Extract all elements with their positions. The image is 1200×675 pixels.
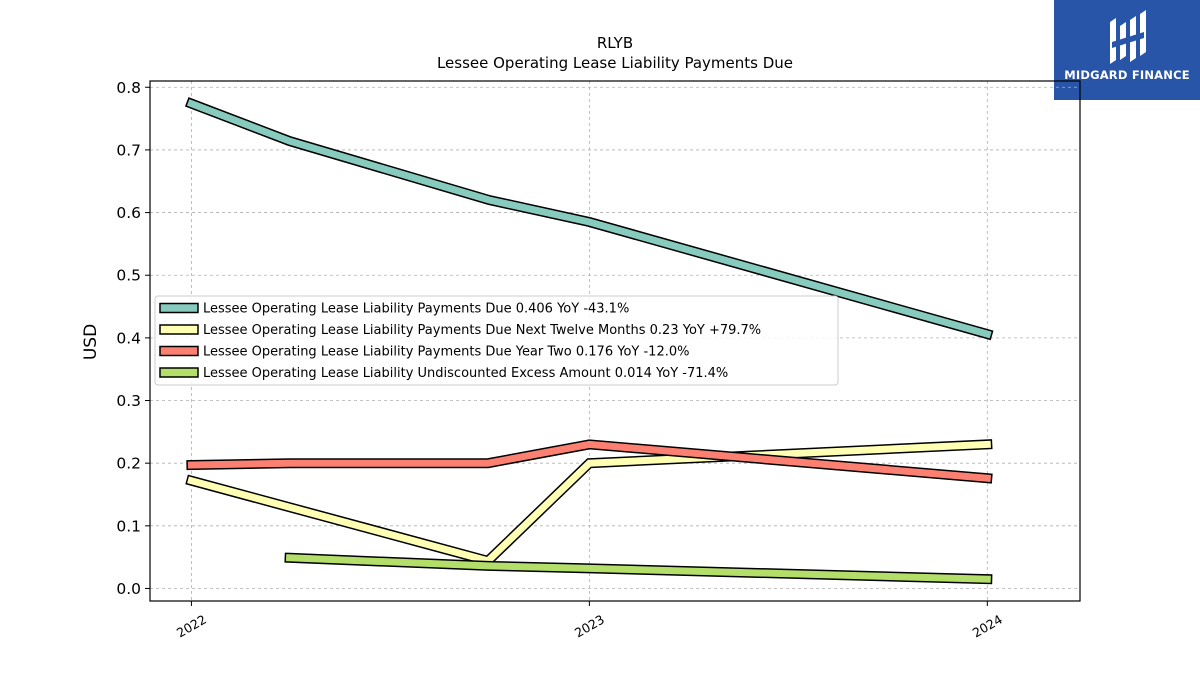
y-axis-ticks: 0.0 0.1 0.2 0.3 0.4 0.5 0.6 0.7 0.8 [116,79,150,598]
y-tick-label: 0.8 [116,79,141,97]
series-stroke [187,440,992,482]
x-axis-ticks: 2022 2023 2024 [174,601,1005,641]
legend-label: Lessee Operating Lease Liability Payment… [203,302,629,317]
legend-label: Lessee Operating Lease Liability Undisco… [203,366,728,381]
brand-name: MIDGARD FINANCE [1064,68,1190,82]
y-tick-label: 0.5 [116,267,141,285]
legend-swatch [159,324,199,335]
legend-label: Lessee Operating Lease Liability Payment… [203,323,761,338]
legend-box [154,295,839,386]
y-tick-label: 0.2 [116,455,141,473]
series-line-4 [284,552,993,585]
y-tick-label: 0.0 [116,580,141,598]
series-line-1 [184,97,994,341]
y-tick-label: 0.1 [116,517,141,535]
series-layer [184,97,994,585]
series-stroke [186,99,992,339]
legend-label: Lessee Operating Lease Liability Payment… [203,345,689,360]
legend-swatch [159,302,199,314]
series-stroke [187,440,991,565]
x-tick-label: 2022 [174,612,209,641]
plot-frame [149,80,1081,602]
legend-swatch [159,367,199,378]
legend: Lessee Operating Lease Liability Payment… [154,295,839,386]
brand-logo: MIDGARD FINANCE [1054,0,1200,100]
y-tick-label: 0.6 [116,204,141,222]
legend-swatch [159,345,199,357]
midgard-logo-icon [1110,10,1146,64]
x-tick-label: 2024 [970,612,1005,641]
y-axis-label: USD [81,324,101,360]
series-line-2 [185,439,993,567]
y-tick-label: 0.7 [116,141,141,159]
series-stroke [285,554,991,583]
series-line-3 [186,439,993,484]
chart-subtitle: Lessee Operating Lease Liability Payment… [437,54,793,72]
y-tick-label: 0.4 [116,329,141,347]
x-tick-label: 2023 [572,612,607,641]
y-tick-label: 0.3 [116,392,141,410]
chart-title: RLYB [597,34,633,52]
